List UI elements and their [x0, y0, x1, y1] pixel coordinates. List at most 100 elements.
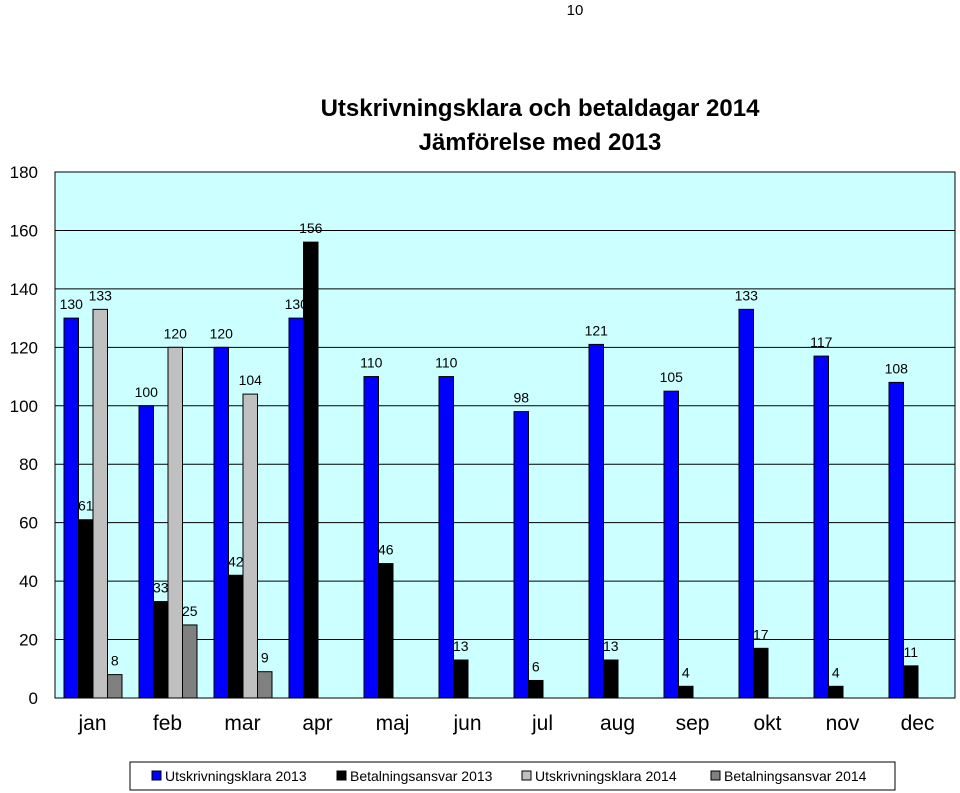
legend: Utskrivningsklara 2013 Betalningsansvar 2…: [129, 761, 896, 791]
y-tick-label: 40: [19, 572, 38, 591]
data-label: 133: [735, 287, 759, 303]
data-label: 105: [660, 369, 684, 385]
data-label: 17: [753, 626, 769, 642]
data-label: 133: [89, 287, 113, 303]
data-label: 13: [603, 638, 619, 654]
data-label: 100: [135, 384, 159, 400]
data-label: 9: [261, 650, 269, 666]
bar: [288, 317, 304, 699]
page-number: 10: [566, 2, 584, 19]
y-tick-label: 100: [10, 397, 38, 416]
x-tick-label: maj: [376, 712, 410, 735]
data-label: 42: [228, 553, 244, 569]
data-label: 130: [60, 296, 84, 312]
data-label: 4: [832, 664, 840, 680]
x-tick-label: mar: [224, 712, 260, 735]
legend-label: Utskrivningsklara 2013: [165, 768, 307, 784]
data-label: 121: [585, 322, 609, 338]
legend-label: Betalningsansvar 2013: [350, 768, 493, 784]
bar: [738, 308, 754, 699]
bar: [678, 685, 694, 699]
bar: [107, 674, 123, 699]
legend-swatch: [710, 770, 721, 781]
x-tick-label: nov: [826, 712, 860, 735]
data-label: 4: [682, 664, 690, 680]
bar: [588, 343, 604, 699]
data-label: 120: [164, 325, 188, 341]
data-labels: 1306113381003312025120421049130156110461…: [60, 220, 919, 680]
grid-lines: [55, 229, 955, 641]
bar: [63, 317, 79, 699]
x-tick-label: jun: [452, 712, 481, 735]
bar: [528, 679, 544, 699]
y-tick-label: 20: [19, 631, 38, 650]
x-tick-label: feb: [153, 712, 182, 735]
data-label: 33: [153, 580, 169, 596]
bar: [663, 390, 679, 699]
bar: [153, 601, 169, 699]
chart-subtitle: Jämförelse med 2013: [419, 129, 662, 156]
bar: [888, 381, 904, 699]
data-label: 11: [903, 644, 918, 660]
x-axis: jan feb mar apr maj jun jul aug sep okt nov dec: [77, 712, 934, 735]
data-label: 117: [810, 334, 833, 350]
bar: [903, 665, 919, 699]
legend-swatch: [336, 770, 347, 781]
y-tick-label: 160: [10, 221, 38, 240]
legend-swatch: [521, 770, 532, 781]
x-tick-label: apr: [302, 712, 332, 735]
data-label: 120: [210, 325, 234, 341]
data-label: 6: [532, 658, 540, 674]
legend-label: Betalningsansvar 2014: [724, 768, 867, 784]
data-label: 61: [78, 498, 94, 514]
x-tick-label: okt: [753, 712, 781, 735]
bar: [753, 647, 769, 699]
x-tick-label: jul: [531, 712, 553, 735]
bar: [138, 405, 154, 699]
bar: [182, 624, 198, 699]
data-label: 108: [885, 360, 909, 376]
plot-area: [54, 171, 956, 699]
y-tick-label: 120: [10, 338, 38, 357]
bar: [213, 346, 229, 699]
legend-swatch: [151, 770, 162, 781]
bar: [257, 671, 273, 699]
y-axis: 0 20 40 60 80 100 120 140 160 180: [10, 163, 38, 708]
data-label: 46: [378, 542, 394, 558]
y-tick-label: 180: [10, 163, 38, 182]
legend-label: Utskrivningsklara 2014: [535, 768, 677, 784]
bar: [378, 563, 394, 699]
bar: [513, 411, 529, 699]
y-tick-label: 80: [19, 455, 38, 474]
bar: [242, 393, 258, 699]
data-label: 156: [299, 220, 323, 236]
bar: [828, 685, 844, 699]
bar: [363, 376, 379, 699]
legend-box: [129, 761, 896, 791]
bar: [228, 574, 244, 699]
x-tick-label: aug: [600, 712, 635, 735]
data-label: 98: [513, 390, 529, 406]
data-label: 104: [239, 372, 263, 388]
y-tick-label: 0: [29, 689, 38, 708]
bar: [78, 519, 94, 699]
x-tick-label: jan: [77, 712, 106, 735]
data-label: 110: [360, 355, 383, 371]
y-tick-label: 140: [10, 280, 38, 299]
x-tick-label: sep: [676, 712, 710, 735]
bar: [813, 355, 829, 699]
bar: [167, 346, 183, 699]
x-tick-label: dec: [901, 712, 935, 735]
data-label: 13: [453, 638, 469, 654]
data-label: 110: [435, 355, 458, 371]
data-label: 130: [285, 296, 309, 312]
bars: [63, 241, 919, 699]
data-label: 8: [111, 653, 119, 669]
y-tick-label: 60: [19, 514, 38, 533]
chart-title: Utskrivningsklara och betaldagar 2014: [321, 95, 761, 122]
bar: [438, 376, 454, 699]
bar: [92, 308, 108, 699]
data-label: 25: [182, 603, 198, 619]
bar: [453, 659, 469, 699]
